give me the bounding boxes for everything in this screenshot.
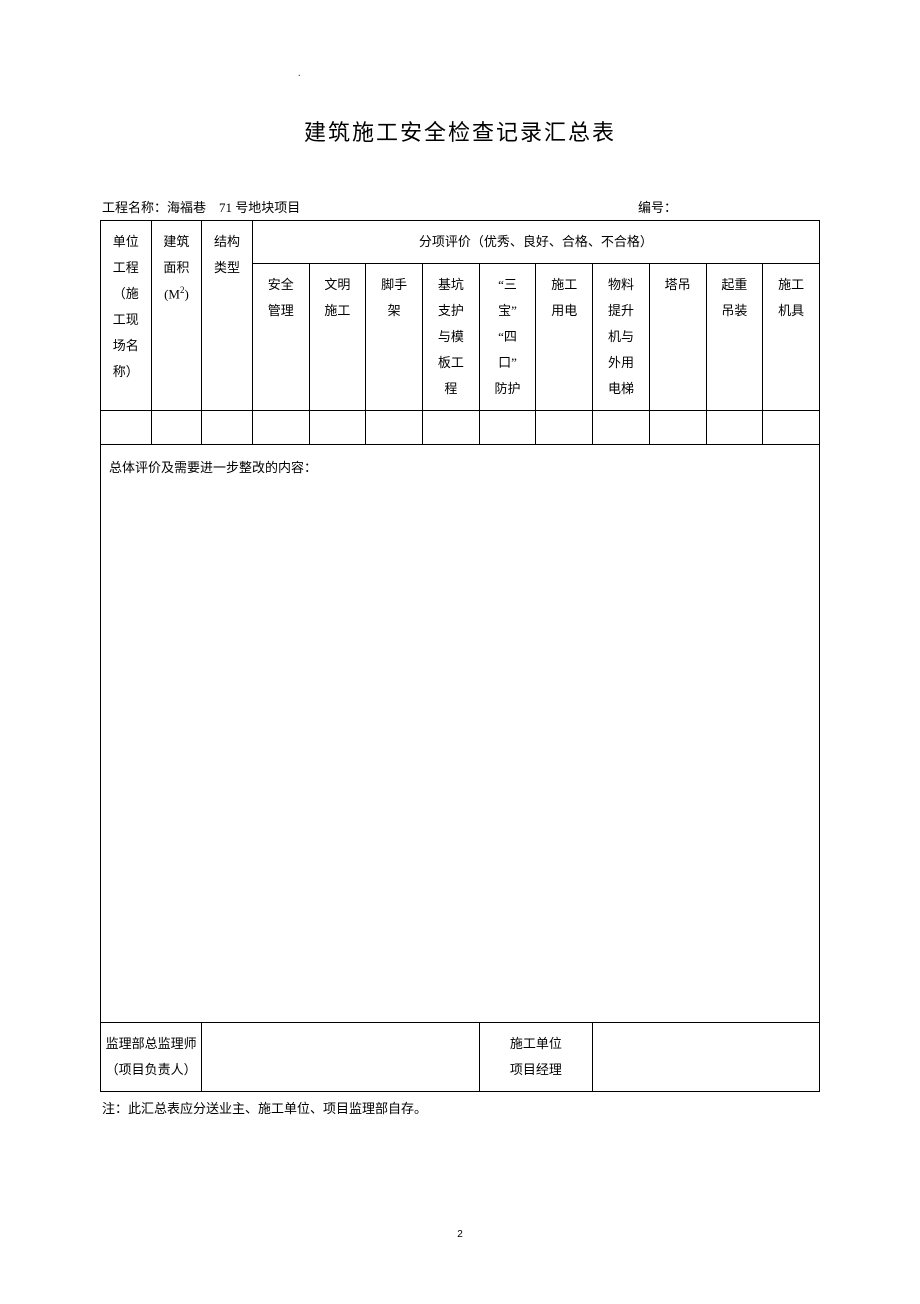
project-meta: 工程名称：海福巷 71 号地块项目: [102, 197, 638, 216]
serial-meta: 编号：: [638, 197, 818, 216]
cell-1-10: [593, 411, 650, 445]
th-sub-1: 文明施工: [309, 264, 366, 411]
sup-2: 2: [180, 285, 185, 295]
project-label: 工程名称：: [102, 200, 167, 215]
th-unit: 单位工程（施工现场名称）: [101, 221, 152, 411]
cell-1-9: [536, 411, 593, 445]
eval-row: 总体评价及需要进一步整改的内容：: [101, 445, 820, 1023]
project-name: 海福巷 71 号地块项目: [167, 200, 300, 215]
sig-left-value: [202, 1023, 479, 1092]
cell-1-7: [422, 411, 479, 445]
th-area: 建筑面积(M2): [151, 221, 202, 411]
cell-1-8: [479, 411, 536, 445]
cell-1-11: [649, 411, 706, 445]
serial-label: 编号：: [638, 200, 677, 215]
eval-cell: 总体评价及需要进一步整改的内容：: [101, 445, 820, 1023]
cell-1-12: [706, 411, 763, 445]
sig-right-label: 施工单位项目经理: [479, 1023, 592, 1092]
cell-1-4: [252, 411, 309, 445]
cell-1-2: [151, 411, 202, 445]
sig-left-label: 监理部总监理师（项目负责人）: [101, 1023, 202, 1092]
meta-row: 工程名称：海福巷 71 号地块项目 编号：: [100, 197, 820, 216]
th-sub-6: 物料提升机与外用电梯: [593, 264, 650, 411]
document-title: 建筑施工安全检查记录汇总表: [100, 115, 820, 147]
header-row-1: 单位工程（施工现场名称） 建筑面积(M2) 结构类型 分项评价（优秀、良好、合格…: [101, 221, 820, 264]
th-sub-3: 基坑支护与模板工程: [422, 264, 479, 411]
th-struct: 结构类型: [202, 221, 253, 411]
th-group: 分项评价（优秀、良好、合格、不合格）: [252, 221, 819, 264]
th-sub-7: 塔吊: [649, 264, 706, 411]
sig-right-value: [593, 1023, 820, 1092]
th-sub-4: “三宝”“四口”防护: [479, 264, 536, 411]
cell-1-3: [202, 411, 253, 445]
th-sub-2: 脚手架: [366, 264, 423, 411]
th-sub-0: 安全管理: [252, 264, 309, 411]
main-table: 单位工程（施工现场名称） 建筑面积(M2) 结构类型 分项评价（优秀、良好、合格…: [100, 220, 820, 1092]
cell-1-6: [366, 411, 423, 445]
data-row-1: [101, 411, 820, 445]
signature-row: 监理部总监理师（项目负责人） 施工单位项目经理: [101, 1023, 820, 1092]
page-number: 2: [0, 1229, 920, 1240]
cell-1-5: [309, 411, 366, 445]
cell-1-13: [763, 411, 820, 445]
cell-1-1: [101, 411, 152, 445]
footnote: 注：此汇总表应分送业主、施工单位、项目监理部自存。: [100, 1098, 820, 1117]
page-dot: .: [298, 68, 301, 79]
th-sub-5: 施工用电: [536, 264, 593, 411]
page-container: 建筑施工安全检查记录汇总表 工程名称：海福巷 71 号地块项目 编号： 单位工程…: [0, 0, 920, 1157]
th-sub-8: 起重吊装: [706, 264, 763, 411]
th-sub-9: 施工机具: [763, 264, 820, 411]
